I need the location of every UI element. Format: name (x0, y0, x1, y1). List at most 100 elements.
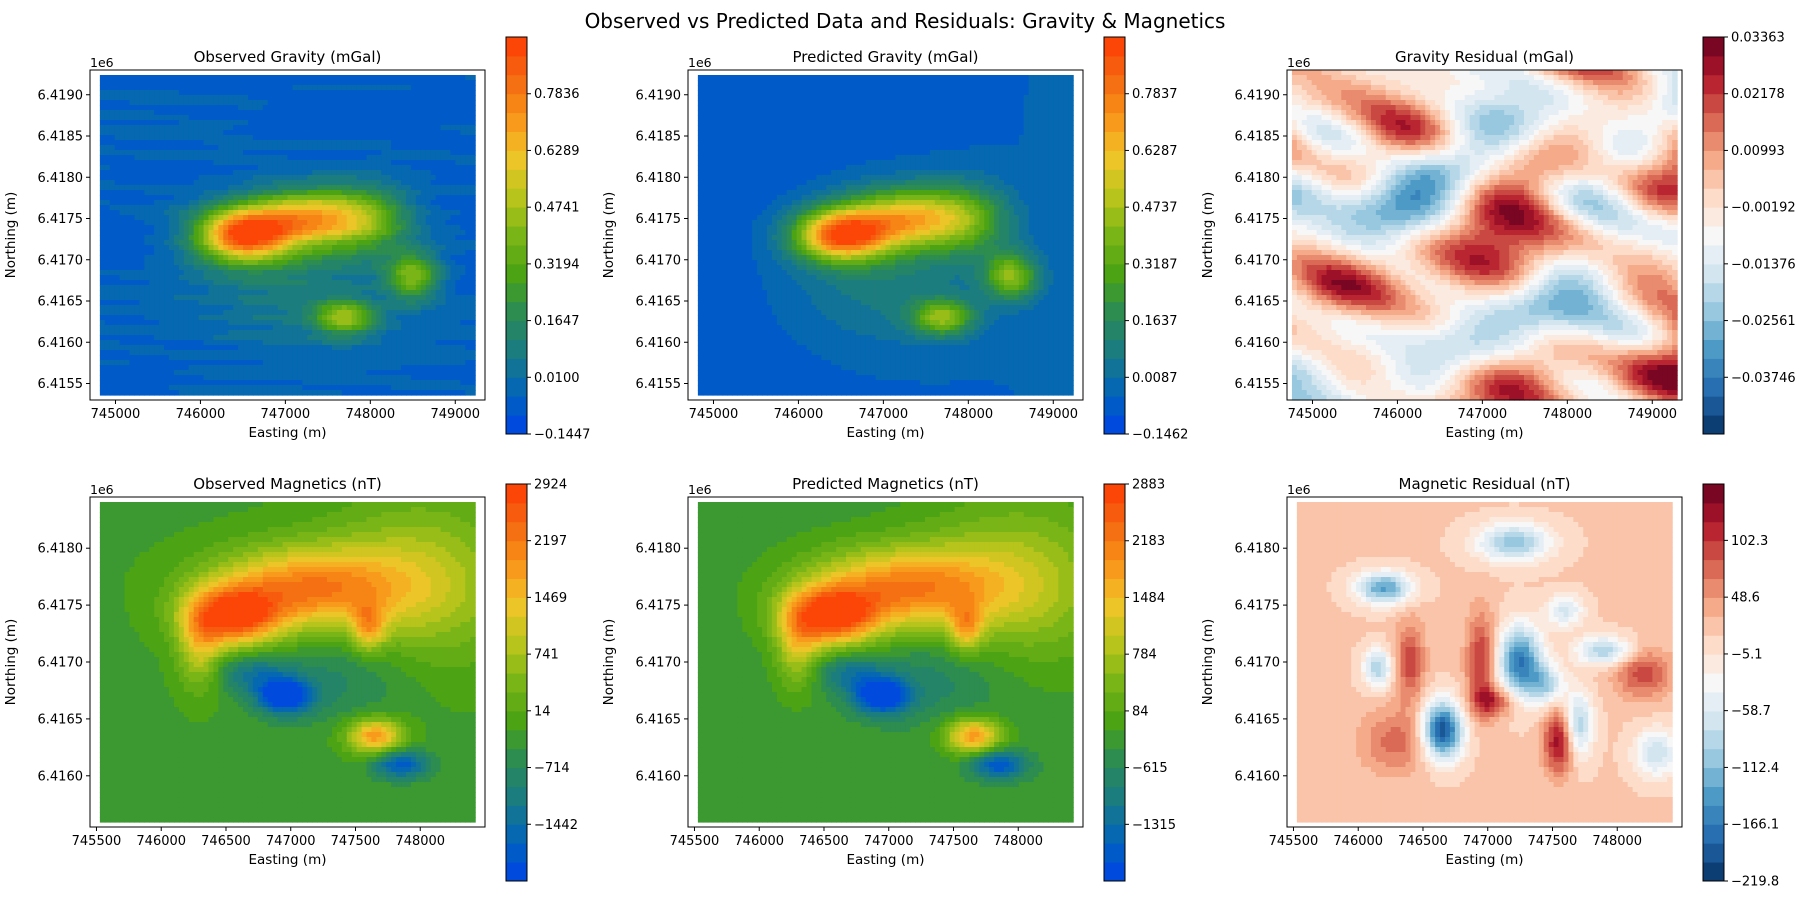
field-cell (410, 285, 417, 291)
field-cell (129, 300, 136, 306)
field-cell (203, 75, 210, 81)
field-cell (430, 185, 437, 191)
field-cell (233, 375, 239, 381)
field-cell (243, 285, 249, 291)
field-cell (381, 300, 387, 306)
field-cell (243, 140, 249, 146)
field-cell (292, 350, 298, 356)
field-cell (272, 290, 279, 296)
field-cell (450, 295, 456, 301)
field-cell (312, 110, 318, 116)
field-cell (193, 330, 200, 336)
field-cell (208, 385, 215, 391)
field-cell (159, 270, 165, 276)
field-cell (297, 340, 303, 346)
field-cell (376, 285, 382, 291)
field-cell (351, 240, 358, 246)
field-cell (386, 210, 392, 216)
field-cell (302, 145, 308, 151)
field-cell (233, 130, 239, 136)
field-cell (440, 135, 447, 141)
field-cell (455, 185, 461, 191)
field-cell (386, 95, 392, 101)
field-cell (425, 105, 432, 111)
field-cell (287, 275, 294, 281)
field-cell (327, 265, 333, 271)
field-cell (307, 115, 313, 121)
field-cell (440, 85, 447, 91)
field-cell (396, 155, 402, 161)
field-cell (346, 220, 353, 226)
field-cell (203, 335, 210, 341)
field-cell (139, 250, 145, 256)
field-cell (104, 320, 111, 326)
field-cell (134, 335, 140, 341)
field-cell (410, 340, 417, 346)
field-cell (356, 155, 363, 161)
field-cell (252, 360, 259, 366)
field-cell (430, 220, 437, 226)
field-cell (371, 290, 377, 296)
field-cell (178, 365, 185, 371)
field-cell (410, 310, 417, 316)
field-cell (697, 225, 704, 231)
field-cell (203, 210, 210, 216)
field-cell (341, 130, 348, 136)
field-cell (391, 205, 397, 211)
field-cell (391, 275, 397, 281)
field-cell (410, 290, 417, 296)
field-cell (213, 205, 219, 211)
colorbar-tick-label: 0.4741 (534, 201, 580, 216)
field-cell (341, 385, 348, 391)
field-cell (460, 145, 466, 151)
field-cell (450, 335, 456, 341)
field-cell (104, 205, 111, 211)
field-cell (391, 180, 397, 186)
field-cell (331, 205, 338, 211)
field-cell (302, 275, 308, 281)
field-cell (173, 340, 180, 346)
field-cell (173, 195, 180, 201)
field-cell (198, 100, 205, 106)
field-cell (119, 130, 126, 136)
field-cell (287, 160, 294, 166)
field-cell (450, 95, 456, 101)
field-cell (307, 190, 313, 196)
field-cell (410, 200, 417, 206)
field-cell (124, 300, 131, 306)
field-cell (267, 250, 274, 256)
field-cell (228, 300, 234, 306)
field-cell (183, 165, 190, 171)
field-cell (465, 145, 471, 151)
field-cell (272, 75, 279, 81)
field-cell (455, 385, 461, 391)
field-cell (119, 170, 126, 176)
field-cell (401, 380, 407, 386)
field-cell (396, 200, 402, 206)
field-cell (361, 335, 368, 341)
field-cell (455, 265, 461, 271)
field-cell (435, 90, 442, 96)
field-cell (164, 135, 170, 141)
field-cell (371, 295, 377, 301)
field-cell (282, 230, 289, 236)
field-cell (228, 320, 234, 326)
field-cell (287, 195, 294, 201)
field-cell (435, 105, 442, 111)
field-cell (134, 290, 140, 296)
field-cell (312, 205, 318, 211)
field-cell (322, 100, 328, 106)
field-cell (415, 230, 422, 236)
field-cell (198, 135, 205, 141)
field-cell (450, 365, 456, 371)
field-cell (346, 190, 353, 196)
field-cell (104, 240, 111, 246)
field-cell (297, 200, 303, 206)
field-cell (312, 280, 318, 286)
field-cell (322, 175, 328, 181)
field-cell (420, 140, 427, 146)
field-cell (114, 335, 121, 341)
field-cell (391, 185, 397, 191)
field-cell (124, 265, 131, 271)
field-cell (282, 345, 289, 351)
